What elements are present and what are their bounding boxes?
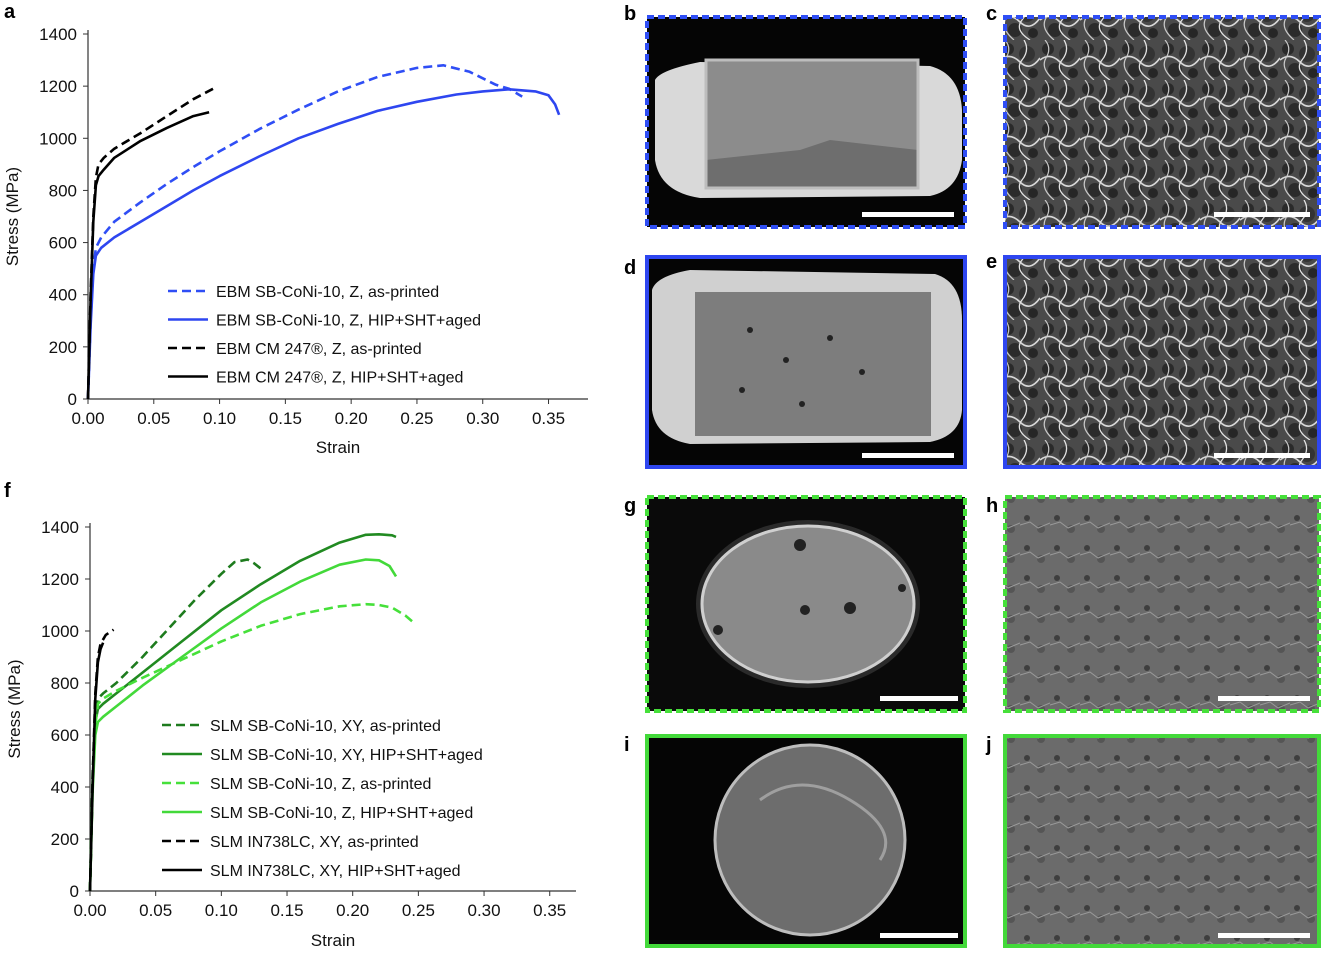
x-tick-label-ebm: 0.25 bbox=[400, 409, 433, 428]
y-axis-title-ebm: Stress (MPa) bbox=[3, 167, 22, 266]
y-tick-label-ebm: 0 bbox=[68, 390, 77, 409]
series-line-ebm-0 bbox=[86, 64, 523, 400]
panel-letter-b: b bbox=[624, 3, 636, 25]
scale-bar-i bbox=[880, 933, 958, 938]
scale-bar-b bbox=[862, 212, 954, 217]
y-tick-label-ebm: 400 bbox=[49, 286, 77, 305]
scale-bar-d bbox=[862, 453, 954, 458]
stress-strain-chart-ebm: 0.00 0.05 0.10 0.15 0.20 0.25 0.30 0.35 0 200 400 6… bbox=[3, 25, 588, 457]
series-line-slm-0 bbox=[88, 558, 262, 892]
legend-label-ebm-1: EBM SB-CoNi-10, Z, HIP+SHT+aged bbox=[216, 313, 481, 330]
x-tick-label-ebm: 0.15 bbox=[269, 409, 302, 428]
y-tick-label-ebm: 200 bbox=[49, 338, 77, 357]
fractograph-c bbox=[1003, 15, 1321, 229]
x-tick-label-ebm: 0.20 bbox=[335, 409, 368, 428]
fractograph-b bbox=[645, 15, 967, 229]
x-tick-label-slm: 0.35 bbox=[533, 901, 566, 920]
panel-letter-g: g bbox=[624, 495, 636, 517]
scale-bar-e bbox=[1214, 453, 1310, 458]
panel-letter-i: i bbox=[624, 734, 630, 756]
series-line-slm-5 bbox=[88, 642, 105, 892]
x-tick-label-ebm: 0.30 bbox=[466, 409, 499, 428]
y-tick-label-slm: 600 bbox=[51, 726, 79, 745]
y-axis-title-slm: Stress (MPa) bbox=[5, 659, 24, 758]
y-tick-label-ebm: 1000 bbox=[39, 129, 77, 148]
y-tick-label-slm: 200 bbox=[51, 830, 79, 849]
panel-letter-h: h bbox=[986, 495, 998, 517]
legend-label-slm-3: SLM SB-CoNi-10, Z, HIP+SHT+aged bbox=[210, 805, 473, 822]
x-tick-label-slm: 0.25 bbox=[402, 901, 435, 920]
scale-bar-j bbox=[1218, 933, 1310, 938]
fractograph-d bbox=[645, 255, 967, 469]
x-tick-label-slm: 0.10 bbox=[205, 901, 238, 920]
scale-bar-c bbox=[1214, 212, 1310, 217]
fractograph-j bbox=[1003, 734, 1321, 948]
panel-letter-j: j bbox=[985, 734, 992, 756]
x-axis-title-ebm: Strain bbox=[316, 438, 360, 457]
x-tick-label-ebm: 0.35 bbox=[532, 409, 565, 428]
scale-bar-g bbox=[880, 696, 958, 701]
series-line-slm-4 bbox=[88, 628, 115, 892]
panel-letter-c: c bbox=[986, 3, 997, 25]
fractograph-e bbox=[1003, 255, 1321, 469]
series-line-ebm-1 bbox=[86, 88, 561, 400]
x-tick-label-slm: 0.30 bbox=[468, 901, 501, 920]
legend-label-slm-2: SLM SB-CoNi-10, Z, as-printed bbox=[210, 776, 431, 793]
x-tick-label-ebm: 0.05 bbox=[137, 409, 170, 428]
y-tick-label-ebm: 600 bbox=[49, 234, 77, 253]
legend-label-slm-0: SLM SB-CoNi-10, XY, as-printed bbox=[210, 718, 441, 735]
y-tick-label-ebm: 1200 bbox=[39, 77, 77, 96]
fractograph-h bbox=[1003, 495, 1321, 713]
y-tick-label-slm: 400 bbox=[51, 778, 79, 797]
series-line-ebm-3 bbox=[86, 110, 210, 400]
legend-label-ebm-2: EBM CM 247®, Z, as-printed bbox=[216, 341, 422, 358]
y-tick-label-slm: 1000 bbox=[41, 622, 79, 641]
x-axis-title-slm: Strain bbox=[311, 931, 355, 950]
legend-label-ebm-0: EBM SB-CoNi-10, Z, as-printed bbox=[216, 284, 439, 301]
x-tick-label-slm: 0.15 bbox=[270, 901, 303, 920]
y-tick-label-slm: 800 bbox=[51, 674, 79, 693]
legend-label-slm-4: SLM IN738LC, XY, as-printed bbox=[210, 834, 419, 851]
stress-strain-chart-slm: 0.00 0.05 0.10 0.15 0.20 0.25 0.30 0.35 0 200 400 6… bbox=[5, 518, 576, 950]
x-tick-label-ebm: 0.10 bbox=[203, 409, 236, 428]
panel-letter-a: a bbox=[4, 1, 16, 23]
x-tick-label-ebm: 0.00 bbox=[71, 409, 104, 428]
legend-label-ebm-3: EBM CM 247®, Z, HIP+SHT+aged bbox=[216, 370, 463, 387]
fractograph-i bbox=[645, 734, 967, 948]
legend-label-slm-5: SLM IN738LC, XY, HIP+SHT+aged bbox=[210, 863, 461, 880]
y-tick-label-slm: 0 bbox=[70, 882, 79, 901]
x-tick-label-slm: 0.20 bbox=[336, 901, 369, 920]
panel-letter-e: e bbox=[986, 251, 997, 273]
legend-label-slm-1: SLM SB-CoNi-10, XY, HIP+SHT+aged bbox=[210, 747, 483, 764]
panel-letter-f: f bbox=[4, 480, 11, 502]
series-line-slm-2 bbox=[88, 602, 416, 892]
fractograph-g bbox=[645, 495, 967, 713]
y-tick-label-ebm: 800 bbox=[49, 181, 77, 200]
y-tick-label-ebm: 1400 bbox=[39, 25, 77, 44]
x-tick-label-slm: 0.00 bbox=[73, 901, 106, 920]
panel-letter-d: d bbox=[624, 257, 636, 279]
y-tick-label-slm: 1200 bbox=[41, 570, 79, 589]
y-tick-label-slm: 1400 bbox=[41, 518, 79, 537]
scale-bar-h bbox=[1218, 696, 1310, 701]
series-line-slm-3 bbox=[88, 558, 398, 892]
x-tick-label-slm: 0.05 bbox=[139, 901, 172, 920]
